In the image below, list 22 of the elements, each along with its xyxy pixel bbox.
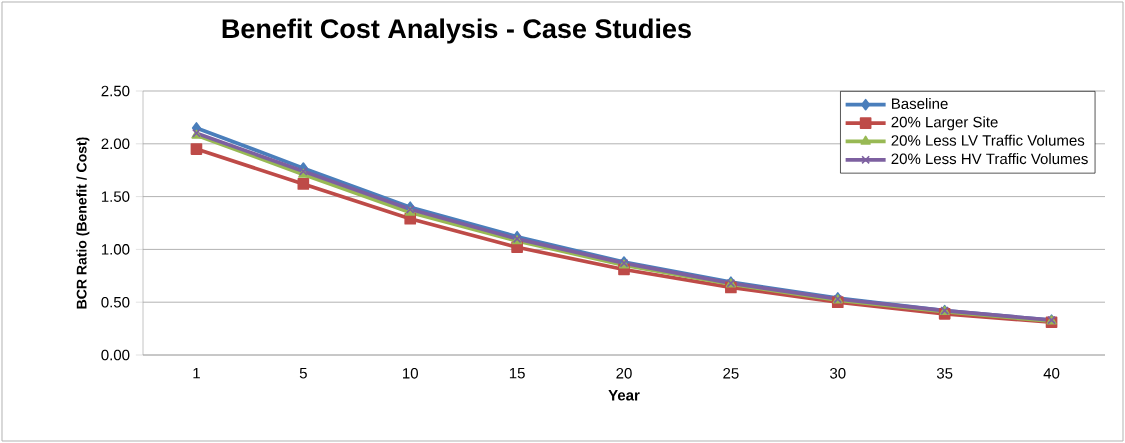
- y-tick-label: 2.00: [101, 138, 130, 150]
- x-tick-label: 35: [936, 367, 953, 379]
- chart-title: Benefit Cost Analysis - Case Studies: [222, 18, 691, 44]
- legend-label: 20% Larger Site: [891, 116, 998, 131]
- x-tick-label: 5: [299, 368, 307, 379]
- y-tick-label: 0.50: [101, 296, 130, 308]
- x-tick-label: 25: [723, 367, 739, 379]
- y-tick-label: 1.00: [101, 244, 130, 255]
- legend-label: 20% Less HV Traffic Volumes: [891, 153, 1088, 165]
- x-tick-label: 1: [193, 368, 200, 379]
- y-tick-label: 2.50: [101, 85, 130, 97]
- x-tick-label: 15: [509, 368, 525, 379]
- legend-label: Baseline: [892, 98, 948, 110]
- y-axis-title: BCR Ratio (Benefit / Cost): [76, 137, 90, 309]
- x-axis-title: Year: [608, 390, 640, 401]
- x-tick-label: 10: [403, 367, 418, 379]
- legend-label: 20% Less LV Traffic Volumes: [891, 134, 1085, 146]
- x-tick-label: 20: [616, 367, 632, 379]
- y-tick-label: 0.00: [101, 349, 130, 361]
- x-tick-label: 40: [1043, 367, 1060, 379]
- y-tick-label: 1.50: [101, 191, 130, 202]
- x-tick-label: 30: [830, 367, 846, 379]
